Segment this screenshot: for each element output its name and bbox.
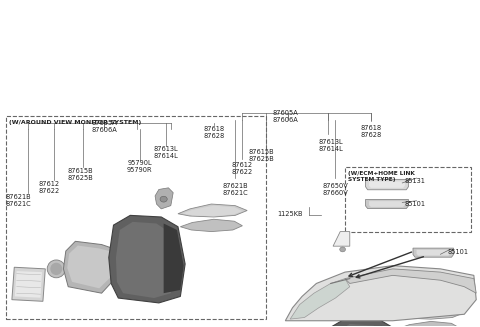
Polygon shape [67,246,112,288]
Ellipse shape [50,263,62,275]
Polygon shape [155,188,173,209]
Text: 85101: 85101 [447,250,468,255]
Polygon shape [12,267,45,301]
Polygon shape [285,266,476,321]
Polygon shape [290,279,350,319]
Polygon shape [372,290,390,311]
Polygon shape [369,181,405,188]
Ellipse shape [377,298,384,304]
Ellipse shape [47,260,65,278]
Text: 95790L
95790R: 95790L 95790R [127,160,153,173]
Bar [345,167,471,232]
Polygon shape [417,250,450,256]
Ellipse shape [160,196,167,202]
Text: 87618
87628: 87618 87628 [203,126,224,139]
Polygon shape [381,326,401,327]
Polygon shape [178,204,247,217]
Polygon shape [164,223,184,293]
Polygon shape [333,324,393,327]
Text: 87613L
87614L: 87613L 87614L [318,139,343,152]
Text: 87613L
87614L: 87613L 87614L [154,146,179,159]
Polygon shape [180,219,242,232]
Text: 87615B
87625B: 87615B 87625B [249,149,275,162]
Polygon shape [397,321,459,327]
Text: 87612
87622: 87612 87622 [232,162,253,175]
Text: (W/ECM+HOME LINK
SYSTEM TYPE): (W/ECM+HOME LINK SYSTEM TYPE) [348,171,415,182]
Text: 87612
87622: 87612 87622 [38,181,60,194]
Polygon shape [369,201,405,207]
Polygon shape [109,215,185,303]
Polygon shape [345,269,476,293]
Polygon shape [413,248,454,257]
Text: 87621B
87621C: 87621B 87621C [222,183,248,196]
Polygon shape [183,206,242,216]
Text: 85101: 85101 [405,201,426,207]
Polygon shape [365,199,408,209]
Text: (W/AROUND VIEW MONITOR SYSTEM): (W/AROUND VIEW MONITOR SYSTEM) [9,120,141,125]
Polygon shape [15,271,42,298]
Polygon shape [400,308,459,318]
Text: 87618
87628: 87618 87628 [360,125,382,138]
Polygon shape [333,232,350,246]
Text: 1125KB: 1125KB [277,211,303,216]
Polygon shape [116,222,176,298]
Text: 87615B
87625B: 87615B 87625B [67,168,93,181]
Text: 87650V
87660V: 87650V 87660V [323,183,348,196]
Bar [6,116,266,319]
Polygon shape [326,318,402,327]
Polygon shape [63,241,116,293]
Ellipse shape [340,247,346,252]
Polygon shape [395,306,464,319]
Text: 87605A
87606A: 87605A 87606A [273,110,298,123]
Polygon shape [365,180,408,190]
Text: 87621B
87621C: 87621B 87621C [5,194,31,207]
Text: 85131: 85131 [405,178,425,184]
Text: 87605A
87606A: 87605A 87606A [91,120,117,133]
